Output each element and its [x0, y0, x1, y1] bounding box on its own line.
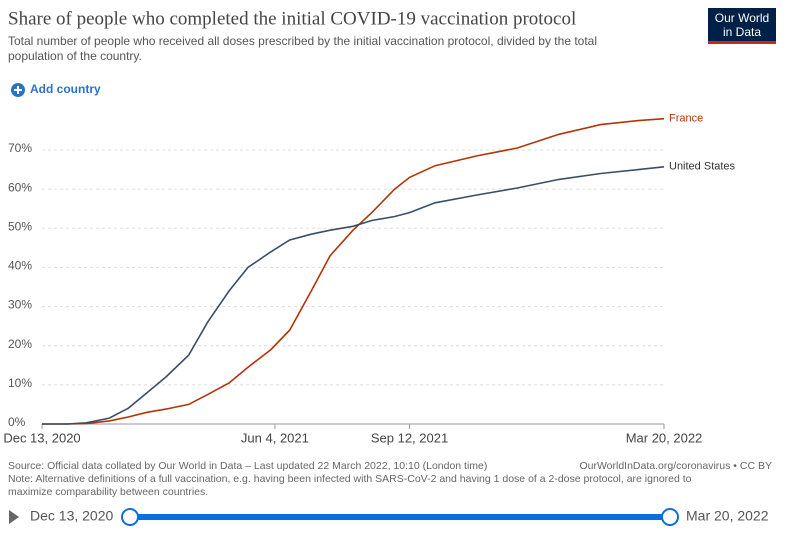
timeline-handle[interactable] — [661, 508, 679, 526]
y-tick-label: 40% — [8, 259, 32, 273]
y-tick-label: 20% — [8, 337, 32, 351]
data-line — [42, 117, 665, 425]
y-tick-label: 60% — [8, 180, 32, 194]
note: maximize comparability between countries… — [8, 486, 208, 498]
timeline-handle[interactable] — [121, 508, 139, 526]
x-tick-label: Mar 20, 2022 — [626, 430, 703, 445]
logo-text: in Data — [723, 25, 761, 39]
source: Source: Official data collated by Our Wo… — [8, 460, 487, 472]
series-label: France — [669, 113, 703, 125]
source-link[interactable]: OurWorldInData.org/coronavirus • CC BY — [579, 460, 772, 472]
timeline-start: Dec 13, 2020 — [30, 508, 113, 524]
y-tick-label: 10% — [8, 376, 32, 390]
y-tick-label: 0% — [8, 415, 26, 429]
chart-title: Share of people who completed the initia… — [8, 8, 576, 29]
y-tick-label: 50% — [8, 219, 32, 233]
data-line — [42, 166, 665, 425]
add-icon-plus — [14, 86, 22, 94]
series-label: United States — [669, 161, 736, 173]
logo — [708, 8, 776, 44]
play-button[interactable] — [9, 510, 19, 524]
y-tick-label: 70% — [8, 141, 32, 155]
logo-text: Our World — [715, 11, 769, 25]
timeline-track[interactable] — [130, 514, 670, 520]
x-tick-label: Jun 4, 2021 — [241, 430, 309, 445]
subtitle: Total number of people who received all … — [8, 34, 597, 48]
y-tick-label: 30% — [8, 298, 32, 312]
logo-bar — [708, 41, 776, 44]
x-tick-label: Sep 12, 2021 — [371, 430, 448, 445]
add-country-button[interactable]: Add country — [11, 82, 101, 97]
x-tick-label: Dec 13, 2020 — [3, 430, 80, 445]
subtitle: population of the country. — [8, 49, 142, 63]
add-country[interactable]: Add country — [30, 82, 101, 96]
timeline-end: Mar 20, 2022 — [686, 508, 769, 524]
note: Note: Alternative definitions of a full … — [8, 473, 692, 485]
